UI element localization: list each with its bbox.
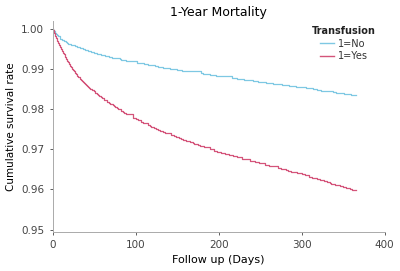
- Legend: 1=No, 1=Yes: 1=No, 1=Yes: [308, 22, 380, 65]
- Title: 1-Year Mortality: 1-Year Mortality: [170, 6, 267, 18]
- X-axis label: Follow up (Days): Follow up (Days): [172, 256, 265, 265]
- Y-axis label: Cumulative survival rate: Cumulative survival rate: [6, 62, 16, 191]
